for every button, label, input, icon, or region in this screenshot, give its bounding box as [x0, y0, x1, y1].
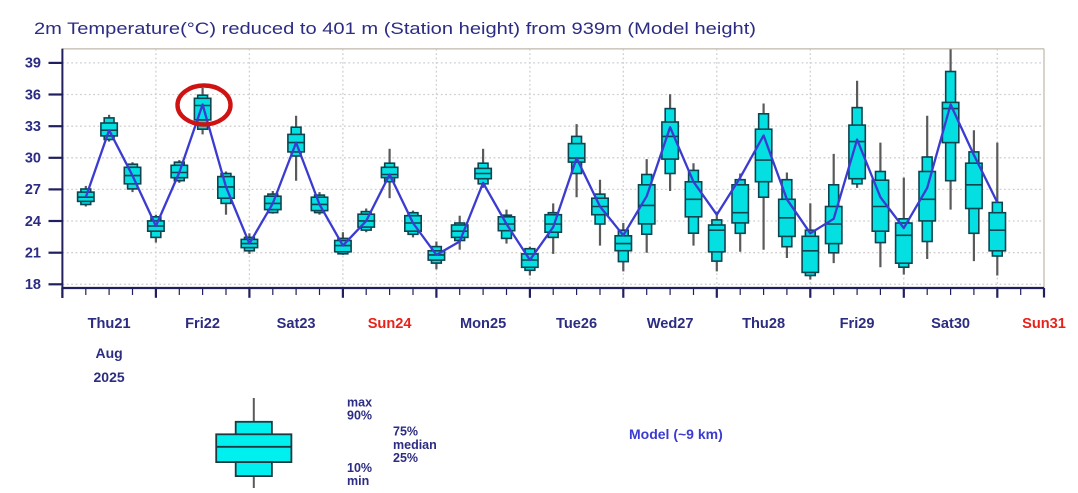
svg-text:75%: 75% [393, 424, 418, 438]
svg-text:2025: 2025 [94, 369, 125, 385]
svg-text:24: 24 [25, 214, 41, 230]
svg-text:Sat30: Sat30 [931, 316, 970, 332]
svg-text:21: 21 [25, 246, 41, 262]
svg-text:Wed27: Wed27 [647, 316, 694, 332]
svg-text:18: 18 [25, 277, 41, 293]
svg-text:25%: 25% [393, 451, 418, 465]
svg-text:Thu28: Thu28 [742, 316, 785, 332]
svg-text:39: 39 [25, 56, 41, 72]
svg-text:2m Temperature(°C) reduced to: 2m Temperature(°C) reduced to 401 m (Sta… [34, 20, 756, 38]
svg-text:Sat23: Sat23 [277, 316, 316, 332]
svg-text:Sun31: Sun31 [1022, 316, 1066, 332]
svg-text:Thu21: Thu21 [88, 316, 131, 332]
svg-text:90%: 90% [347, 409, 372, 423]
svg-text:median: median [393, 438, 437, 452]
svg-text:27: 27 [25, 182, 41, 198]
svg-text:min: min [347, 474, 369, 488]
svg-text:30: 30 [25, 151, 41, 167]
svg-text:Tue26: Tue26 [556, 316, 597, 332]
svg-text:33: 33 [25, 119, 41, 135]
svg-text:max: max [347, 396, 372, 410]
svg-text:Sun24: Sun24 [368, 316, 413, 332]
svg-text:10%: 10% [347, 461, 372, 475]
svg-text:36: 36 [25, 87, 41, 103]
svg-text:Model (~9 km): Model (~9 km) [629, 426, 723, 442]
svg-text:Mon25: Mon25 [460, 316, 506, 332]
svg-text:Fri29: Fri29 [840, 316, 875, 332]
svg-text:Aug: Aug [95, 345, 122, 361]
svg-text:Fri22: Fri22 [185, 316, 220, 332]
